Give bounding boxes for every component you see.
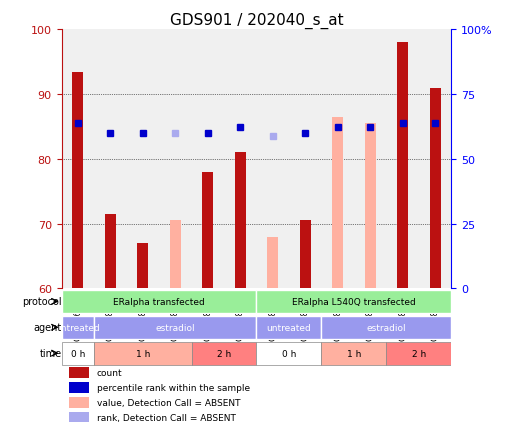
Bar <box>72 72 84 289</box>
Text: 1 h: 1 h <box>135 349 150 358</box>
Text: 0 h: 0 h <box>282 349 296 358</box>
Text: percentile rank within the sample: percentile rank within the sample <box>96 383 250 392</box>
Bar <box>105 214 116 289</box>
Bar <box>429 89 441 289</box>
Text: estradiol: estradiol <box>367 323 406 332</box>
Bar <box>69 368 89 378</box>
FancyBboxPatch shape <box>256 342 322 365</box>
Text: ERalpha transfected: ERalpha transfected <box>113 297 205 306</box>
Bar <box>397 43 408 289</box>
Text: agent: agent <box>33 322 62 332</box>
Bar <box>137 243 148 289</box>
FancyBboxPatch shape <box>256 316 322 339</box>
FancyBboxPatch shape <box>62 290 256 313</box>
Text: 2 h: 2 h <box>217 349 231 358</box>
Text: estradiol: estradiol <box>155 323 195 332</box>
FancyBboxPatch shape <box>62 316 94 339</box>
Title: GDS901 / 202040_s_at: GDS901 / 202040_s_at <box>170 13 343 29</box>
Bar <box>300 221 311 289</box>
Text: protocol: protocol <box>22 297 62 307</box>
Bar <box>202 172 213 289</box>
Bar <box>69 382 89 393</box>
Text: count: count <box>96 368 122 377</box>
Bar <box>170 221 181 289</box>
Text: ERalpha L540Q transfected: ERalpha L540Q transfected <box>292 297 416 306</box>
Bar <box>267 237 279 289</box>
Bar <box>69 412 89 422</box>
Text: untreated: untreated <box>267 323 311 332</box>
FancyBboxPatch shape <box>94 342 191 365</box>
Bar <box>69 397 89 408</box>
FancyBboxPatch shape <box>256 290 451 313</box>
FancyBboxPatch shape <box>322 316 451 339</box>
FancyBboxPatch shape <box>191 342 256 365</box>
Text: 2 h: 2 h <box>412 349 426 358</box>
Bar <box>332 118 343 289</box>
Text: time: time <box>40 349 62 358</box>
Text: untreated: untreated <box>55 323 100 332</box>
Bar <box>234 153 246 289</box>
Bar <box>365 124 376 289</box>
FancyBboxPatch shape <box>386 342 451 365</box>
Text: 0 h: 0 h <box>71 349 85 358</box>
FancyBboxPatch shape <box>322 342 386 365</box>
FancyBboxPatch shape <box>62 342 94 365</box>
Text: value, Detection Call = ABSENT: value, Detection Call = ABSENT <box>96 398 240 407</box>
Text: 1 h: 1 h <box>347 349 361 358</box>
Text: rank, Detection Call = ABSENT: rank, Detection Call = ABSENT <box>96 413 235 421</box>
FancyBboxPatch shape <box>94 316 256 339</box>
